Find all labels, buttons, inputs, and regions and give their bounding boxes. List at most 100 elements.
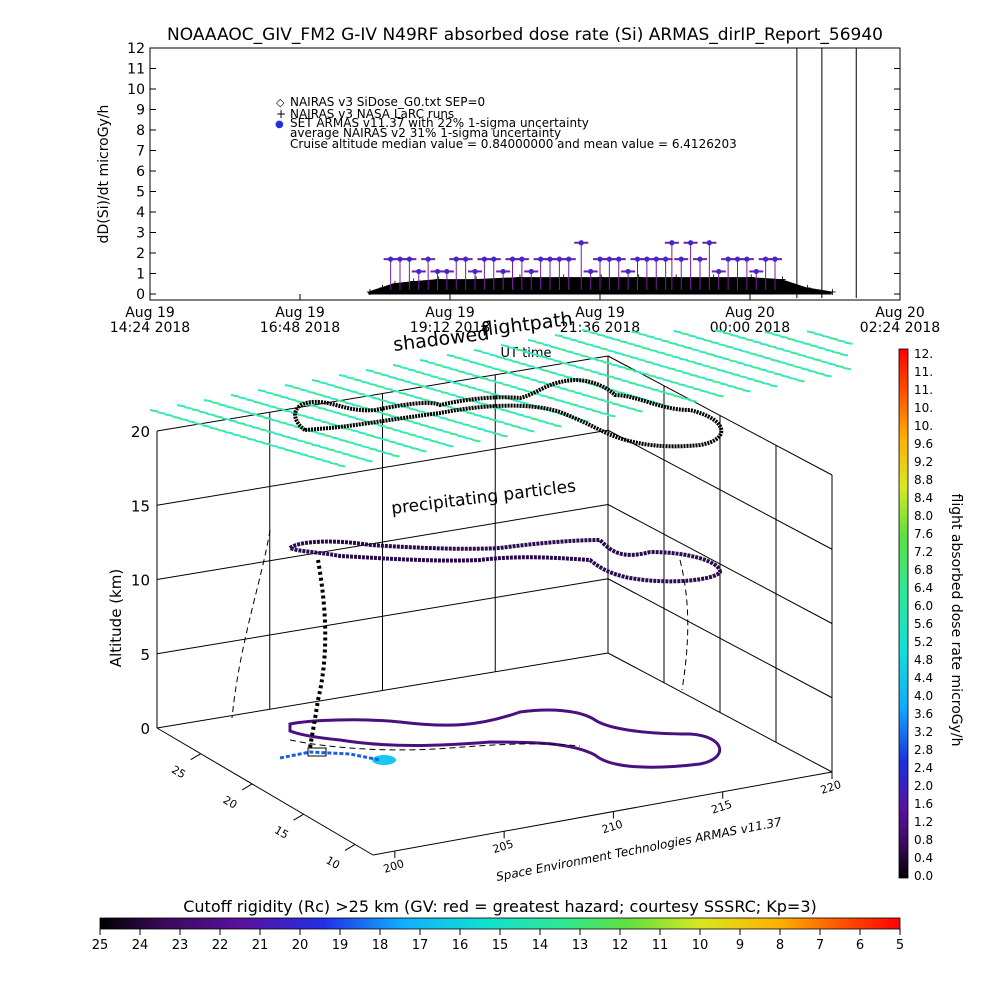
precipitation-mark xyxy=(770,358,780,363)
precipitation-mark xyxy=(643,385,652,390)
x-tick-label: 16:48 2018 xyxy=(260,320,340,336)
precipitation-mark xyxy=(269,444,279,448)
precipitation-mark xyxy=(283,409,292,413)
precipitation-mark xyxy=(473,349,483,353)
precipitation-mark xyxy=(214,415,223,419)
precipitation-mark xyxy=(572,352,582,356)
precipitation-mark xyxy=(512,399,522,403)
nairas-marker: + xyxy=(778,275,786,286)
precipitation-mark xyxy=(539,394,549,398)
precipitation-mark xyxy=(743,363,753,368)
precipitation-mark xyxy=(490,392,499,397)
precipitation-mark xyxy=(620,379,630,383)
precipitation-mark xyxy=(844,341,853,345)
precipitation-mark xyxy=(827,362,837,366)
armas-point xyxy=(547,256,553,262)
nairas-marker: + xyxy=(472,275,480,286)
precipitation-mark xyxy=(631,395,640,399)
precipitation-mark xyxy=(404,419,414,423)
precipitation-mark xyxy=(647,374,657,378)
precipitation-mark xyxy=(640,372,649,376)
armas-point xyxy=(644,256,650,262)
precipitation-mark xyxy=(419,423,429,428)
armas-point xyxy=(725,256,731,262)
precipitation-mark xyxy=(284,384,294,388)
precipitation-mark xyxy=(392,364,402,368)
precipitation-mark xyxy=(277,446,286,450)
precipitation-mark xyxy=(835,364,844,369)
rc-tick-label: 18 xyxy=(372,938,389,953)
precipitation-mark xyxy=(307,390,316,395)
precipitation-mark xyxy=(311,379,321,383)
precipitation-mark xyxy=(622,353,631,358)
precipitation-mark xyxy=(517,387,526,392)
precipitation-mark xyxy=(710,341,720,345)
rc-tick-label: 6 xyxy=(856,938,864,953)
altitude-tick-label: 0 xyxy=(140,720,150,738)
precipitation-mark xyxy=(452,381,462,386)
precipitation-mark xyxy=(203,399,213,403)
precipitation-mark xyxy=(697,375,706,380)
rc-tick-label: 14 xyxy=(532,938,549,953)
precipitation-mark xyxy=(292,386,301,390)
precipitation-mark xyxy=(602,361,612,365)
rc-tick-label: 17 xyxy=(412,938,429,953)
y-tick-label: 0 xyxy=(136,287,145,303)
rc-tick-label: 7 xyxy=(816,938,824,953)
precipitation-mark xyxy=(230,394,240,398)
precipitation-mark xyxy=(716,368,726,373)
precipitation-mark xyxy=(767,344,777,349)
precipitation-mark xyxy=(461,358,471,362)
precipitation-mark xyxy=(334,385,343,390)
precipitation-mark xyxy=(590,370,600,374)
precipitation-mark xyxy=(416,409,426,414)
flight-paths xyxy=(231,377,724,769)
legend-symbol: ◇ xyxy=(276,96,285,109)
armas-point xyxy=(425,256,431,262)
dose-colorbar-tick-label: 4.4 xyxy=(914,671,933,685)
precipitation-mark xyxy=(409,407,418,412)
precipitation-mark xyxy=(406,393,415,398)
precipitation-mark xyxy=(263,416,273,421)
precipitation-mark xyxy=(427,425,436,430)
precipitation-mark xyxy=(410,382,420,386)
precipitation-mark xyxy=(808,369,817,374)
precipitation-mark xyxy=(292,450,301,455)
x-tick-label: 21:36 2018 xyxy=(560,320,640,336)
precipitation-mark xyxy=(715,329,724,333)
precipitation-mark xyxy=(788,376,798,381)
armas-point xyxy=(588,268,594,275)
precipitation-mark xyxy=(665,392,675,396)
y-tick-label: 1 xyxy=(136,267,145,283)
precipitation-mark xyxy=(727,384,736,389)
precipitation-mark xyxy=(619,340,628,344)
precipitation-mark xyxy=(368,382,378,387)
precipitation-mark xyxy=(740,349,750,354)
precipitation-mark xyxy=(805,355,814,360)
y-tick-label: 8 xyxy=(136,123,145,139)
precipitation-mark xyxy=(599,347,609,351)
precipitation-mark xyxy=(361,380,370,385)
latitude-ticks: 10 15 20 25 xyxy=(169,753,356,872)
nairas-marker: + xyxy=(435,275,443,286)
precipitation-mark xyxy=(373,371,382,375)
precipitation-mark xyxy=(508,410,517,415)
precipitation-mark xyxy=(521,376,531,380)
precipitation-mark xyxy=(725,345,735,349)
precipitation-mark xyxy=(545,357,555,361)
precipitation-mark xyxy=(574,391,583,395)
legend-entry-cruise-altitude: Cruise altitude median value = 0.8400000… xyxy=(290,137,737,151)
precipitation-mark xyxy=(728,359,738,363)
precipitation-mark xyxy=(422,437,432,441)
precipitation-mark xyxy=(745,338,754,342)
precipitation-mark xyxy=(760,342,769,347)
precipitation-mark xyxy=(260,402,270,407)
precipitation-mark xyxy=(520,401,529,405)
precipitation-mark xyxy=(671,355,681,359)
armas-point xyxy=(634,256,641,262)
precipitation-mark xyxy=(772,333,781,337)
precipitation-mark xyxy=(371,396,381,401)
precipitation-mark xyxy=(730,333,739,338)
precipitation-mark xyxy=(460,383,469,388)
latitude-tick-label: 15 xyxy=(272,824,291,842)
